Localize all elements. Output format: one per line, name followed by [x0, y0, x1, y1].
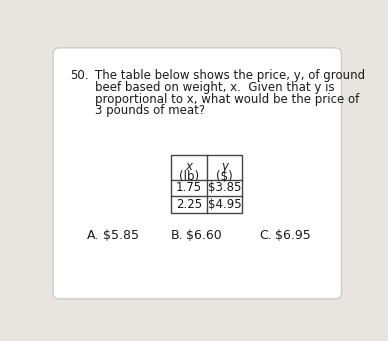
Text: (lb): (lb)	[179, 169, 199, 182]
Text: $5.85: $5.85	[103, 229, 139, 242]
Text: y: y	[221, 160, 228, 173]
FancyBboxPatch shape	[53, 48, 341, 299]
Text: C.: C.	[259, 229, 272, 242]
Text: The table below shows the price, y, of ground: The table below shows the price, y, of g…	[95, 69, 365, 81]
Text: proportional to x, what would be the price of: proportional to x, what would be the pri…	[95, 92, 359, 105]
Text: $3.85: $3.85	[208, 181, 241, 194]
Text: beef based on weight, x.  Given that y is: beef based on weight, x. Given that y is	[95, 80, 334, 93]
Text: ($): ($)	[216, 169, 233, 182]
Text: $6.60: $6.60	[187, 229, 222, 242]
Text: A.: A.	[87, 229, 99, 242]
Text: 50.: 50.	[70, 69, 89, 81]
Text: x: x	[185, 160, 192, 173]
Text: $6.95: $6.95	[275, 229, 310, 242]
Text: B.: B.	[171, 229, 184, 242]
Text: 1.75: 1.75	[176, 181, 202, 194]
Text: 2.25: 2.25	[176, 198, 202, 211]
Text: 3 pounds of meat?: 3 pounds of meat?	[95, 104, 205, 117]
Text: $4.95: $4.95	[208, 198, 241, 211]
Bar	[171, 155, 242, 213]
